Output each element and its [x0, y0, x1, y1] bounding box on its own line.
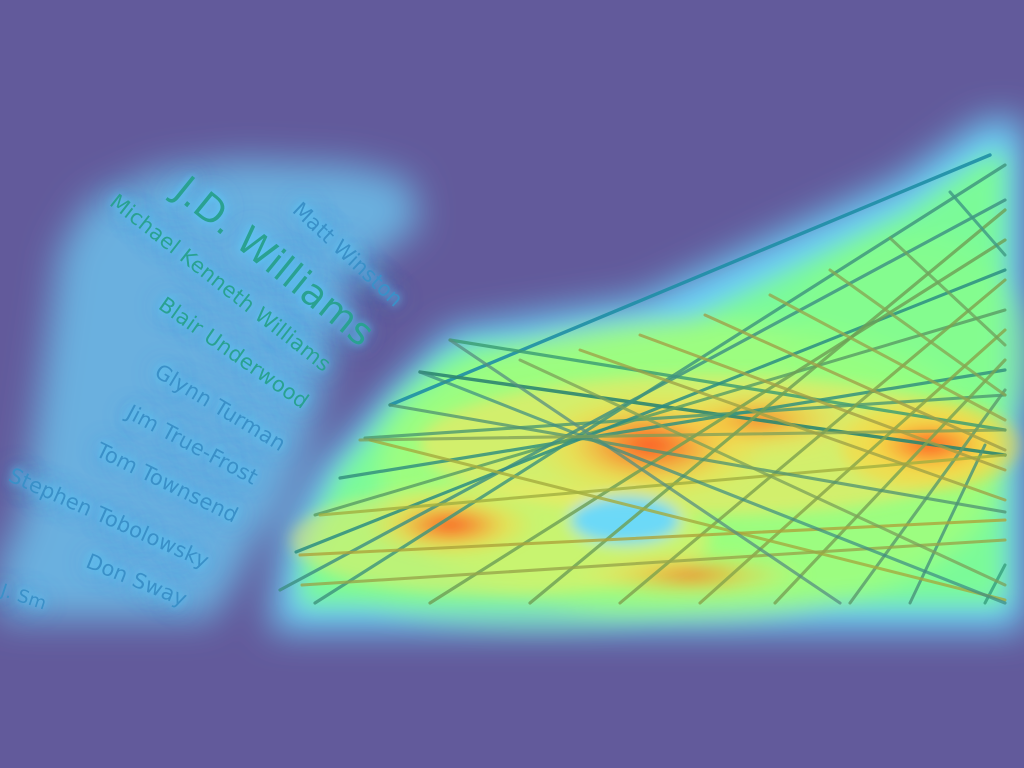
- mesh-line: [578, 348, 1007, 502]
- mesh-line: [448, 338, 1007, 432]
- blue-cavity: [570, 496, 680, 544]
- mesh-line: [298, 518, 1007, 557]
- mesh-line: [388, 153, 992, 407]
- mesh-line: [618, 278, 1007, 605]
- mesh-line: [418, 370, 1007, 605]
- mesh-line: [948, 190, 1007, 257]
- outer-glow-left: [0, 160, 420, 620]
- mesh-line: [294, 268, 1007, 554]
- mesh-line: [448, 338, 842, 605]
- mesh-line: [388, 403, 1007, 514]
- mesh-line: [638, 333, 1007, 472]
- mesh-line: [518, 358, 1007, 587]
- mesh-line: [828, 268, 1007, 397]
- mesh-line: [368, 438, 1007, 602]
- mesh-line: [300, 538, 1007, 587]
- mesh-line: [768, 293, 1007, 422]
- mesh-line: [528, 208, 1007, 605]
- mesh-line: [888, 236, 1007, 347]
- mesh-line: [703, 313, 1007, 452]
- mesh-line: [313, 308, 1007, 517]
- heat-spot-5: [570, 550, 810, 600]
